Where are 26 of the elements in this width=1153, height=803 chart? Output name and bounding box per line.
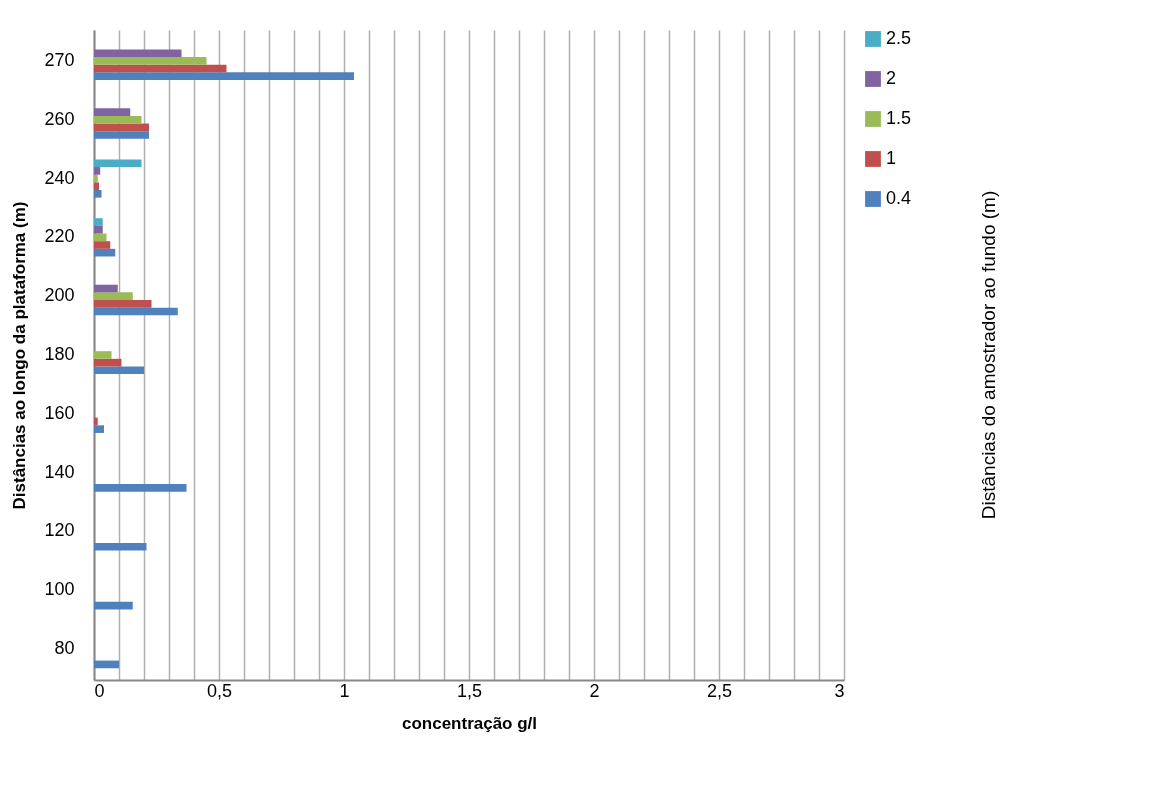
x-tick-label: 1: [339, 680, 350, 701]
y-tick-label: 180: [44, 344, 75, 364]
y-tick-label: 240: [44, 167, 75, 188]
x-tick-label: 2: [589, 680, 600, 701]
y-axis-title: Distâncias ao longo da plataforma (m): [10, 201, 30, 510]
legend-label: 0.4: [886, 188, 912, 208]
legend-label: 1: [886, 148, 897, 168]
x-tick-label: 2,5: [706, 680, 733, 701]
x-tick-label: 3: [834, 680, 845, 701]
y-tick-label: 220: [44, 226, 75, 247]
x-tick-label: 0,5: [206, 680, 233, 701]
y-tick-label: 200: [44, 285, 75, 306]
y-tick-label: 160: [44, 402, 75, 423]
legend-label: 2.5: [886, 28, 912, 48]
y-tick-label: 100: [44, 579, 75, 600]
legend-label: 2: [886, 68, 897, 88]
y-tick-label: 120: [44, 520, 75, 541]
y-tick-label: 270: [44, 49, 75, 70]
y-tick-label: 80: [54, 638, 75, 659]
x-tick-label: 1,5: [456, 680, 483, 701]
legend-label: 1.5: [886, 108, 912, 128]
legend-title: Distâncias do amostrador ao fundo (m): [978, 190, 999, 520]
x-tick-label: 0: [94, 680, 105, 701]
y-tick-label: 140: [44, 461, 75, 482]
x-axis-title: concentração g/l: [401, 713, 538, 733]
y-tick-label: 260: [44, 108, 75, 129]
